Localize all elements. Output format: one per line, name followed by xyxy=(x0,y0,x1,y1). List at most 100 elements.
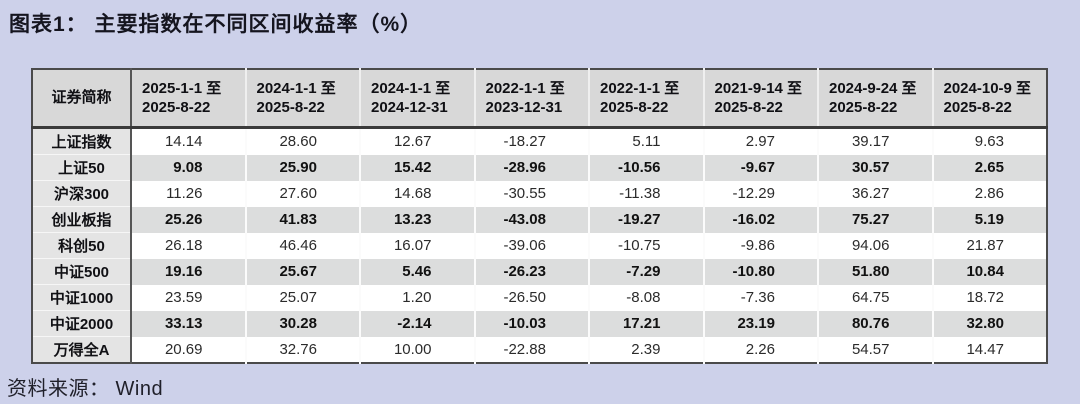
period-end-label: 2025-8-22 xyxy=(142,99,211,116)
return-value-cell: 32.76 xyxy=(245,336,361,363)
return-value-cell: -9.86 xyxy=(703,232,819,259)
period-header-cell: 2024-1-1 至 2024-12-31 xyxy=(360,69,476,129)
period-start-label: 2024-9-24 至 xyxy=(829,79,917,97)
index-name-cell: 万得全A xyxy=(32,336,132,364)
return-value-cell: -18.27 xyxy=(474,127,590,155)
period-header-cell: 2024-9-24 至 2025-8-22 xyxy=(818,69,934,129)
return-value-cell: 23.59 xyxy=(131,284,247,311)
period-start-label: 2025-1-1 至 xyxy=(142,79,222,97)
return-value-cell: 26.18 xyxy=(131,232,247,259)
return-value-cell: 2.97 xyxy=(703,127,819,155)
table-header-row: 证券简称 2025-1-1 至 2025-8-22 2024-1-1 至 2025-8… xyxy=(32,69,1047,129)
index-name-cell: 上证50 xyxy=(32,154,132,181)
return-value-cell: 9.63 xyxy=(932,127,1047,155)
return-value-cell: -28.96 xyxy=(474,154,590,181)
index-name-cell: 中证2000 xyxy=(32,310,132,337)
period-end-label: 2025-8-22 xyxy=(943,99,1012,116)
index-name-cell: 创业板指 xyxy=(32,206,132,233)
return-value-cell: 30.57 xyxy=(818,154,934,181)
period-start-label: 2022-1-1 至 xyxy=(600,79,680,97)
period-start-label: 2022-1-1 至 xyxy=(485,79,565,97)
period-end-label: 2025-8-22 xyxy=(829,99,898,116)
return-value-cell: -22.88 xyxy=(474,336,590,363)
return-value-cell: -10.75 xyxy=(589,232,705,259)
return-value-cell: 14.14 xyxy=(131,127,247,155)
period-start-label: 2024-10-9 至 xyxy=(943,79,1032,97)
period-end-label: 2025-8-22 xyxy=(256,99,325,116)
return-value-cell: -7.29 xyxy=(589,258,705,285)
index-name-cell: 中证500 xyxy=(32,258,132,285)
table-row: 科创50 26.18 46.46 16.07 -39.06 -10.75 -9.86 94.0… xyxy=(32,232,1047,259)
return-value-cell: -10.80 xyxy=(703,258,819,285)
period-header-cell: 2025-1-1 至 2025-8-22 xyxy=(131,69,247,129)
period-end-label: 2024-12-31 xyxy=(371,99,448,116)
return-value-cell: 16.07 xyxy=(360,232,476,259)
return-value-cell: 11.26 xyxy=(131,180,247,207)
return-value-cell: 80.76 xyxy=(818,310,934,337)
return-value-cell: -30.55 xyxy=(474,180,590,207)
index-name-cell: 中证1000 xyxy=(32,284,132,311)
period-header-cell: 2024-10-9 至 2025-8-22 xyxy=(932,69,1047,129)
return-value-cell: -8.08 xyxy=(589,284,705,311)
return-value-cell: 41.83 xyxy=(245,206,361,233)
index-name-cell: 沪深300 xyxy=(32,180,132,207)
return-value-cell: 14.68 xyxy=(360,180,476,207)
table-row: 万得全A 20.69 32.76 10.00 -22.88 2.39 2.26 54.57 14… xyxy=(32,336,1047,364)
table-row: 上证50 9.08 25.90 15.42 -28.96 -10.56 -9.67 30.57… xyxy=(32,154,1047,181)
figure-title: 图表1： 主要指数在不同区间收益率（%） xyxy=(9,13,423,36)
return-value-cell: -43.08 xyxy=(474,206,590,233)
returns-table-container: 证券简称 2025-1-1 至 2025-8-22 2024-1-1 至 2025-8… xyxy=(31,68,1048,364)
period-start-label: 2021-9-14 至 xyxy=(714,79,803,97)
table-body: 上证指数 14.14 28.60 12.67 -18.27 5.11 2.97 39.17 9.… xyxy=(32,127,1047,364)
return-value-cell: 54.57 xyxy=(818,336,934,363)
return-value-cell: -16.02 xyxy=(703,206,819,233)
return-value-cell: 75.27 xyxy=(818,206,934,233)
return-value-cell: 21.87 xyxy=(932,232,1047,259)
return-value-cell: -10.56 xyxy=(589,154,705,181)
return-value-cell: 5.19 xyxy=(932,206,1047,233)
return-value-cell: 36.27 xyxy=(818,180,934,207)
return-value-cell: -12.29 xyxy=(703,180,819,207)
return-value-cell: 25.67 xyxy=(245,258,361,285)
corner-header-cell: 证券简称 xyxy=(32,69,132,129)
return-value-cell: 2.26 xyxy=(703,336,819,363)
table-row: 中证1000 23.59 25.07 1.20 -26.50 -8.08 -7.36 64.7… xyxy=(32,284,1047,311)
table-row: 上证指数 14.14 28.60 12.67 -18.27 5.11 2.97 39.17 9.… xyxy=(32,127,1047,155)
return-value-cell: 94.06 xyxy=(818,232,934,259)
period-start-label: 2024-1-1 至 xyxy=(256,79,336,97)
table-row: 创业板指 25.26 41.83 13.23 -43.08 -19.27 -16.02 75.… xyxy=(32,206,1047,233)
period-header-cell: 2024-1-1 至 2025-8-22 xyxy=(245,69,361,129)
return-value-cell: -39.06 xyxy=(474,232,590,259)
return-value-cell: 28.60 xyxy=(245,127,361,155)
return-value-cell: 5.11 xyxy=(589,127,705,155)
return-value-cell: 23.19 xyxy=(703,310,819,337)
return-value-cell: 15.42 xyxy=(360,154,476,181)
return-value-cell: -26.23 xyxy=(474,258,590,285)
table-row: 中证500 19.16 25.67 5.46 -26.23 -7.29 -10.80 51.8… xyxy=(32,258,1047,285)
return-value-cell: 25.90 xyxy=(245,154,361,181)
period-start-label: 2024-1-1 至 xyxy=(371,79,451,97)
return-value-cell: 2.39 xyxy=(589,336,705,363)
return-value-cell: 9.08 xyxy=(131,154,247,181)
return-value-cell: 25.07 xyxy=(245,284,361,311)
return-value-cell: 32.80 xyxy=(932,310,1047,337)
data-source-note: 资料来源： Wind xyxy=(7,378,164,400)
period-end-label: 2025-8-22 xyxy=(714,99,783,116)
period-header-cell: 2022-1-1 至 2025-8-22 xyxy=(589,69,705,129)
return-value-cell: 51.80 xyxy=(818,258,934,285)
return-value-cell: -10.03 xyxy=(474,310,590,337)
return-value-cell: -19.27 xyxy=(589,206,705,233)
period-header-cell: 2021-9-14 至 2025-8-22 xyxy=(703,69,819,129)
return-value-cell: 19.16 xyxy=(131,258,247,285)
table-header: 证券简称 2025-1-1 至 2025-8-22 2024-1-1 至 2025-8… xyxy=(32,69,1047,129)
return-value-cell: -9.67 xyxy=(703,154,819,181)
return-value-cell: 30.28 xyxy=(245,310,361,337)
index-name-cell: 上证指数 xyxy=(32,127,132,155)
period-end-label: 2025-8-22 xyxy=(600,99,669,116)
return-value-cell: -2.14 xyxy=(360,310,476,337)
return-value-cell: 64.75 xyxy=(818,284,934,311)
return-value-cell: 10.00 xyxy=(360,336,476,363)
returns-table: 证券简称 2025-1-1 至 2025-8-22 2024-1-1 至 2025-8… xyxy=(31,68,1048,364)
table-row: 中证2000 33.13 30.28 -2.14 -10.03 17.21 23.19 80.… xyxy=(32,310,1047,337)
